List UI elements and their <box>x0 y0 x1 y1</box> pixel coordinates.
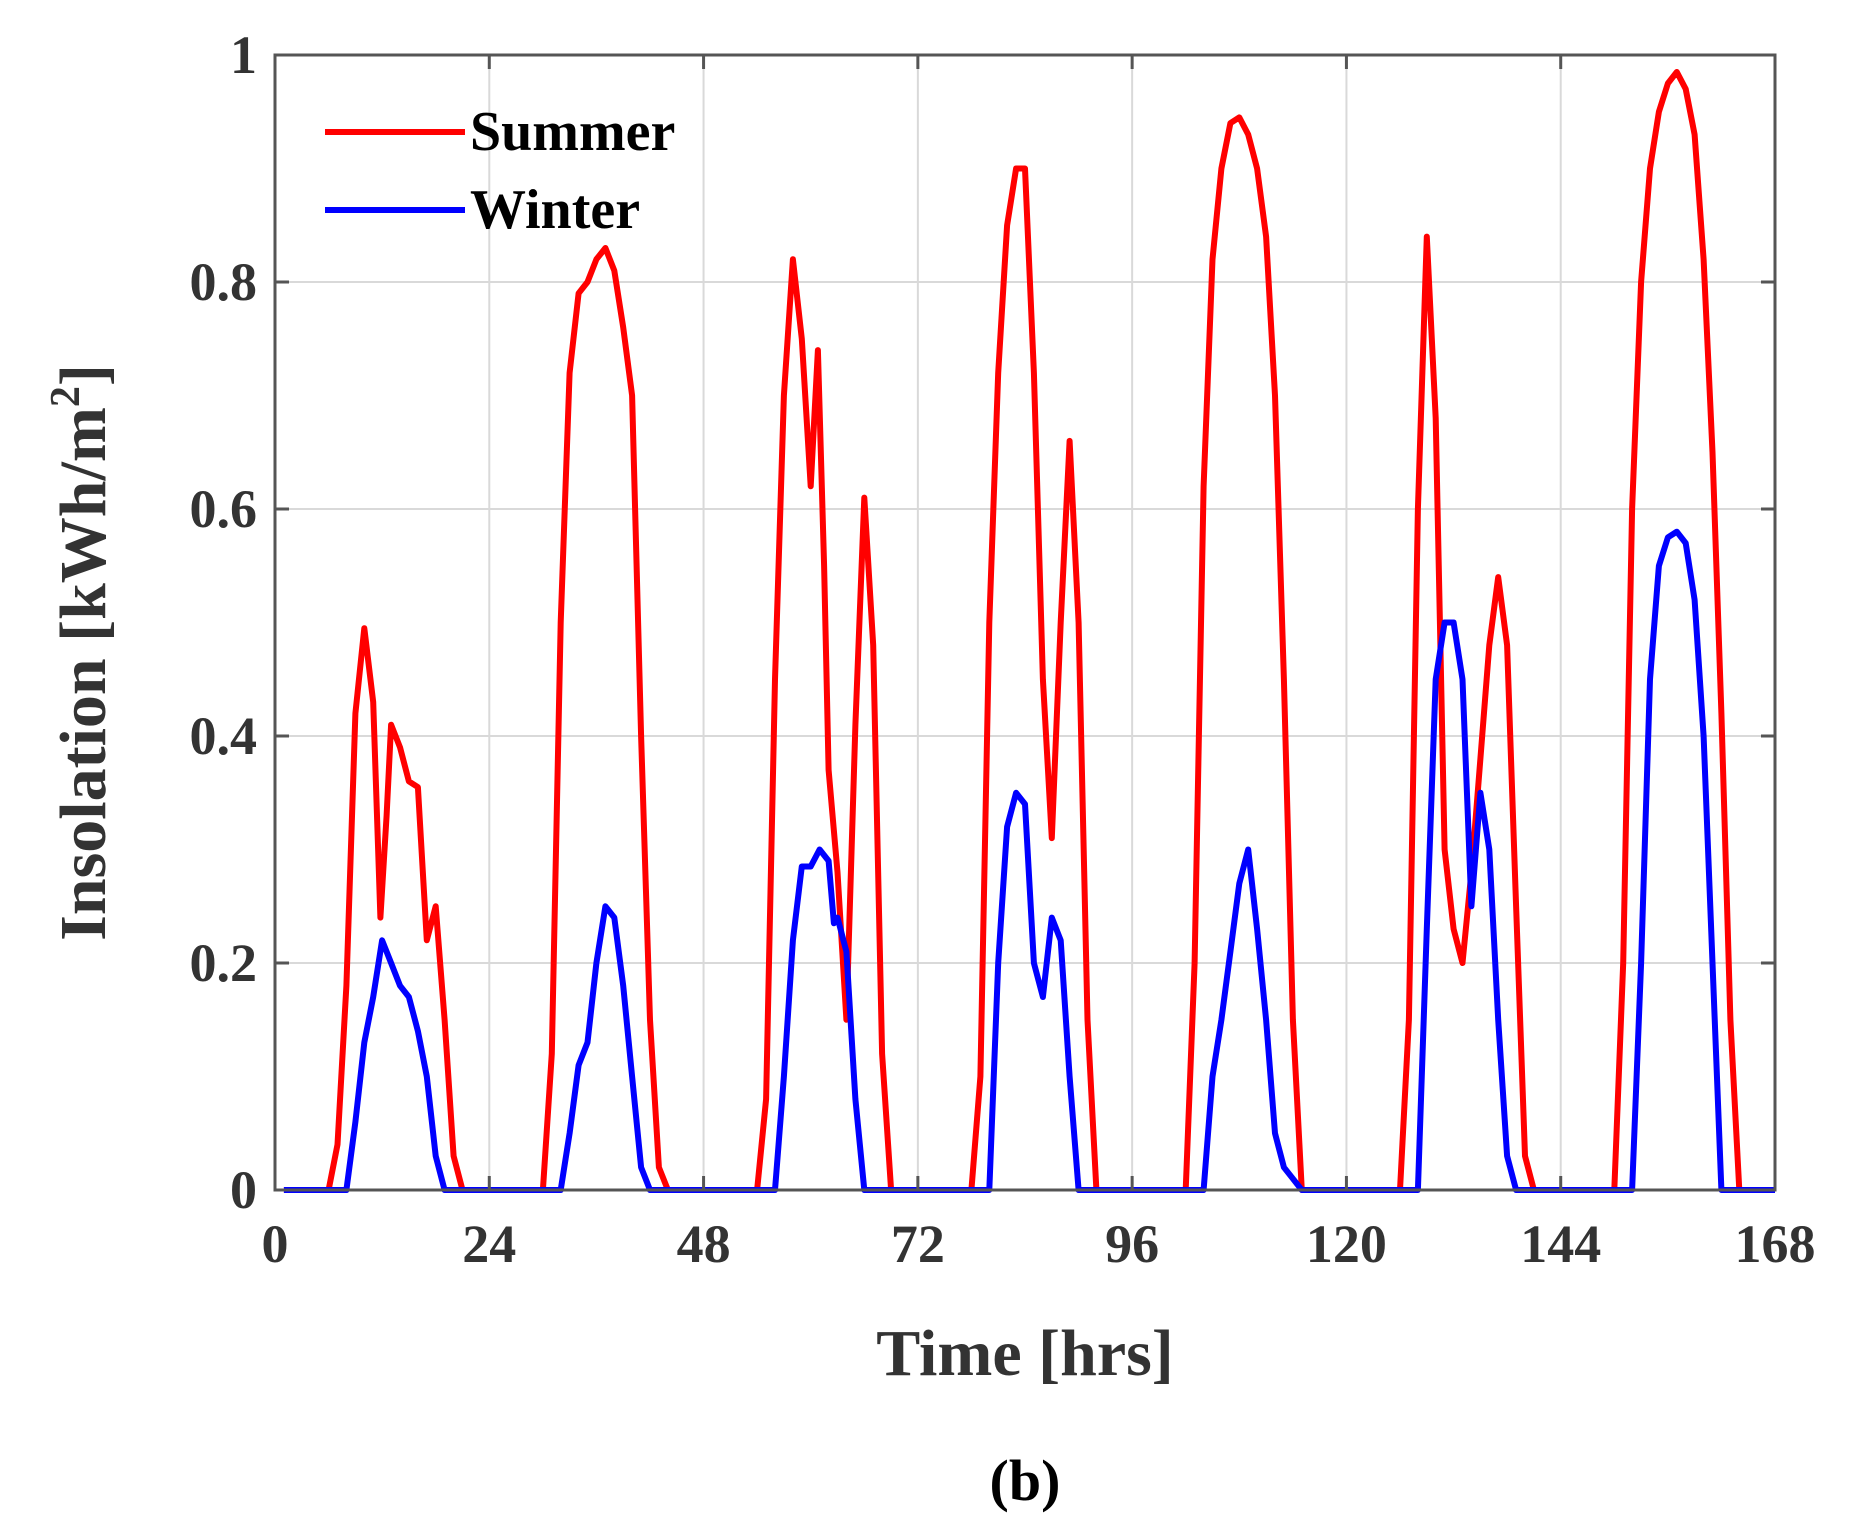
x-tick-label: 120 <box>1306 1214 1387 1274</box>
grid <box>275 55 1775 1190</box>
x-tick-label: 168 <box>1735 1214 1816 1274</box>
y-tick-label: 0.2 <box>190 933 258 993</box>
y-axis-label-superscript: 2 <box>43 386 89 407</box>
x-tick-label: 0 <box>262 1214 289 1274</box>
y-axis-label-close: ] <box>47 364 120 386</box>
y-axis-ticks: 0 0.2 0.4 0.6 0.8 1 <box>190 25 1775 1220</box>
x-tick-label: 96 <box>1105 1214 1159 1274</box>
panel-label: (b) <box>990 1448 1061 1513</box>
y-tick-label: 0 <box>230 1160 257 1220</box>
y-axis-label-main: Insolation [kWh/m <box>47 407 120 941</box>
x-tick-label: 72 <box>891 1214 945 1274</box>
y-tick-label: 0.8 <box>190 252 258 312</box>
x-axis-ticks: 0 24 48 72 96 120 144 168 <box>262 55 1816 1274</box>
y-axis-label: Insolation [kWh/m2] <box>43 364 120 941</box>
x-tick-label: 144 <box>1520 1214 1601 1274</box>
series-line-winter <box>283 528 1775 1193</box>
x-tick-label: 24 <box>462 1214 516 1274</box>
x-tick-label: 48 <box>677 1214 731 1274</box>
legend: Summer Winter <box>325 101 675 241</box>
y-tick-label: 0.6 <box>190 479 258 539</box>
series-line-summer <box>283 69 1775 1193</box>
y-tick-label: 1 <box>230 25 257 85</box>
legend-label-summer: Summer <box>470 101 675 163</box>
legend-label-winter: Winter <box>470 179 640 241</box>
plot-frame <box>273 53 1777 1192</box>
y-tick-label: 0.4 <box>190 706 258 766</box>
series-layer <box>283 69 1775 1193</box>
x-axis-label: Time [hrs] <box>876 1317 1174 1390</box>
